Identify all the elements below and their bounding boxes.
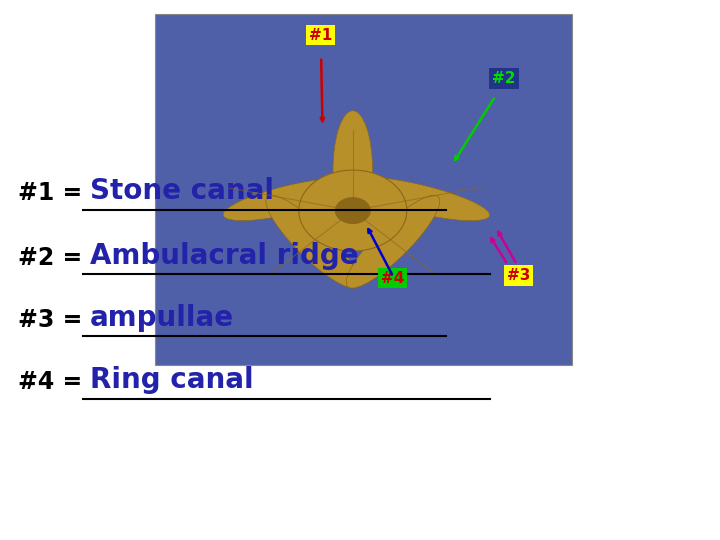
Text: #3: #3 [507, 268, 530, 283]
Ellipse shape [346, 177, 490, 221]
Text: Ring canal: Ring canal [90, 366, 253, 394]
Circle shape [299, 170, 407, 251]
Text: #1 =: #1 = [18, 181, 82, 205]
Ellipse shape [266, 195, 359, 288]
Text: #4 =: #4 = [18, 370, 82, 394]
Text: Ambulacral ridge: Ambulacral ridge [90, 242, 359, 270]
Circle shape [335, 197, 371, 224]
Text: #1: #1 [309, 28, 332, 43]
Ellipse shape [223, 178, 359, 220]
Text: ampullae: ampullae [90, 304, 234, 332]
Ellipse shape [333, 111, 373, 230]
Text: Stone canal: Stone canal [90, 177, 274, 205]
Text: #3 =: #3 = [18, 308, 82, 332]
Text: #2 =: #2 = [18, 246, 82, 270]
Text: #4: #4 [381, 271, 404, 286]
Text: #2: #2 [492, 71, 516, 86]
Ellipse shape [346, 195, 440, 288]
Bar [155, 14, 572, 364]
